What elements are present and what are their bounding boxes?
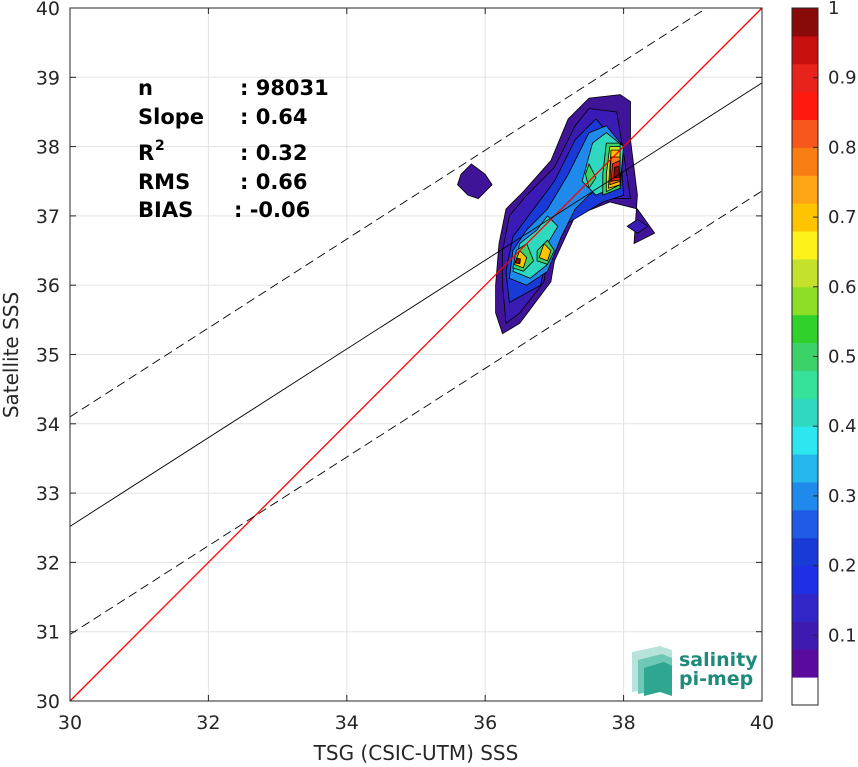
colorbar-segment	[792, 119, 818, 148]
colorbar-segment	[792, 8, 818, 37]
density-region	[538, 243, 552, 262]
colorbar-segment	[792, 649, 818, 678]
stat-slope-value: : 0.64	[240, 105, 308, 129]
colorbar-segment	[792, 565, 818, 594]
x-tick-label: 32	[196, 712, 220, 734]
colorbar-tick-label: 0.2	[828, 556, 857, 577]
stat-slope-label: Slope	[138, 105, 204, 129]
colorbar-tick-label: 0.6	[828, 277, 857, 298]
stat-rms-label: RMS	[138, 170, 190, 194]
stat-r2-superscript: 2	[155, 138, 165, 154]
colorbar-segment	[792, 258, 818, 288]
x-tick-label: 38	[612, 712, 636, 734]
colorbar-segment	[792, 91, 818, 121]
y-axis-ticks: 30 31 32 33 34 35 36 37 38 39 40	[36, 0, 762, 713]
colorbar-segment	[792, 35, 818, 65]
colorbar-segment	[792, 286, 818, 316]
colorbar-tick-label: 1	[828, 0, 839, 19]
stat-n-label: n	[138, 76, 153, 100]
salinity-pimep-logo: salinity pi-mep	[632, 646, 758, 696]
logo-line2: pi-mep	[679, 668, 753, 690]
logo-line1: salinity	[679, 649, 758, 671]
y-tick-label: 35	[36, 345, 60, 367]
reference-lines	[69, 7, 763, 702]
colorbar-segment	[792, 509, 818, 539]
x-axis-label: TSG (CSIC-UTM) SSS	[313, 741, 519, 765]
y-tick-label: 31	[36, 622, 60, 644]
colorbar-tick-label: 0.5	[828, 347, 857, 368]
colorbar-segment	[792, 454, 818, 483]
density-region	[626, 218, 649, 234]
colorbar-segment	[792, 175, 818, 204]
one-to-one-line	[69, 7, 763, 702]
y-tick-label: 34	[36, 414, 60, 436]
y-tick-label: 37	[36, 206, 60, 228]
colorbar-segment	[792, 537, 818, 567]
plot-area	[69, 7, 763, 702]
density-region	[457, 163, 493, 200]
y-tick-label: 39	[36, 67, 60, 89]
colorbar-segment	[792, 314, 818, 344]
y-tick-label: 36	[36, 275, 60, 297]
stat-bias-value: : -0.06	[234, 198, 310, 222]
stat-n-value: : 98031	[240, 76, 329, 100]
colorbar-segment	[792, 231, 818, 260]
colorbar-tick-label: 0.3	[828, 486, 857, 507]
colorbar-tick-label: 0.1	[828, 625, 857, 646]
colorbar-segment	[792, 147, 818, 176]
grid-lines	[69, 7, 763, 702]
lower-bound-line	[69, 190, 763, 635]
colorbar-segment	[792, 677, 818, 706]
x-tick-label: 34	[335, 712, 359, 734]
colorbar-tick-label: 0.4	[828, 416, 857, 437]
y-axis-label: Satellite SSS	[0, 292, 23, 418]
logo-waves-icon	[632, 646, 672, 696]
x-tick-label: 40	[750, 712, 774, 734]
colorbar-segment	[792, 398, 818, 427]
x-tick-label: 36	[473, 712, 497, 734]
y-tick-label: 40	[36, 0, 60, 20]
y-tick-label: 32	[36, 552, 60, 574]
upper-bound-line	[69, 7, 707, 418]
stat-bias-label: BIAS	[138, 198, 193, 222]
colorbar-tick-label: 0.7	[828, 207, 857, 228]
colorbar-tick-label: 0.9	[828, 68, 857, 89]
y-tick-label: 38	[36, 137, 60, 159]
stat-r2-label: R	[138, 141, 154, 165]
colorbar-tick-label: 0.8	[828, 137, 857, 158]
x-tick-label: 30	[58, 712, 82, 734]
y-tick-label: 33	[36, 483, 60, 505]
colorbar-segment	[792, 593, 818, 622]
colorbar-segment	[792, 426, 818, 455]
density-region	[515, 257, 521, 265]
x-axis-ticks: 30 32 34 36 38 40	[58, 8, 774, 734]
colorbar-segment	[792, 370, 818, 399]
stats-box: n : 98031 Slope : 0.64 R 2 : 0.32 RMS : …	[138, 76, 329, 222]
stat-rms-value: : 0.66	[240, 170, 308, 194]
colorbar	[791, 7, 819, 706]
stat-r2-value: : 0.32	[240, 141, 308, 165]
colorbar-ticks: 0.1 0.2 0.3 0.4 0.5 0.6 0.7 0.8 0.9 1	[813, 0, 857, 646]
y-tick-label: 30	[36, 691, 60, 713]
regression-line	[69, 82, 763, 527]
